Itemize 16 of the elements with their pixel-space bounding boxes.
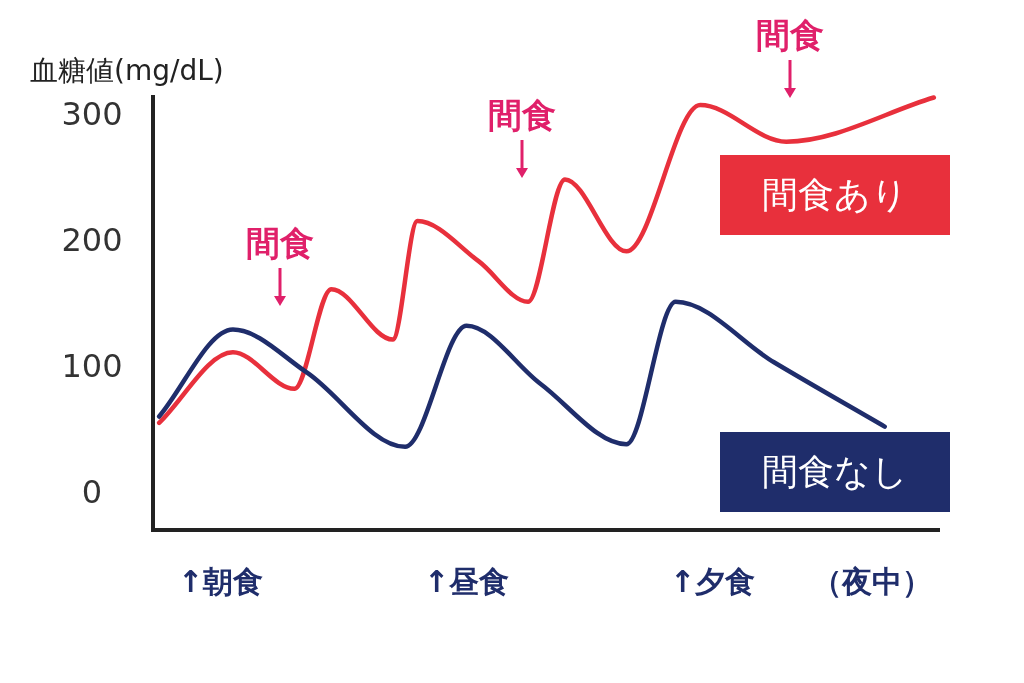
y-tick-label: 0 <box>81 473 103 512</box>
y-axis-title: 血糖値(mg/dL) <box>30 54 224 87</box>
annotation: 間食 <box>756 15 824 98</box>
y-tick-label: 300 <box>61 94 123 133</box>
y-tick-label: 100 <box>61 347 123 386</box>
x-tick-label: ↑昼食 <box>424 564 510 599</box>
annotation: 間食 <box>488 95 556 135</box>
x-tick-label: ↑朝食 <box>178 564 264 599</box>
x-tick-label: （夜中） <box>812 564 933 599</box>
annotation: 間食 <box>246 223 314 263</box>
series-label: 間食あり <box>762 174 908 215</box>
x-tick-label: ↑夕食 <box>669 564 756 599</box>
y-tick-label: 200 <box>61 221 123 259</box>
series-label: 間食なし <box>762 451 908 492</box>
annotation: 間食 <box>488 95 556 178</box>
annotation: 間食 <box>246 223 314 306</box>
